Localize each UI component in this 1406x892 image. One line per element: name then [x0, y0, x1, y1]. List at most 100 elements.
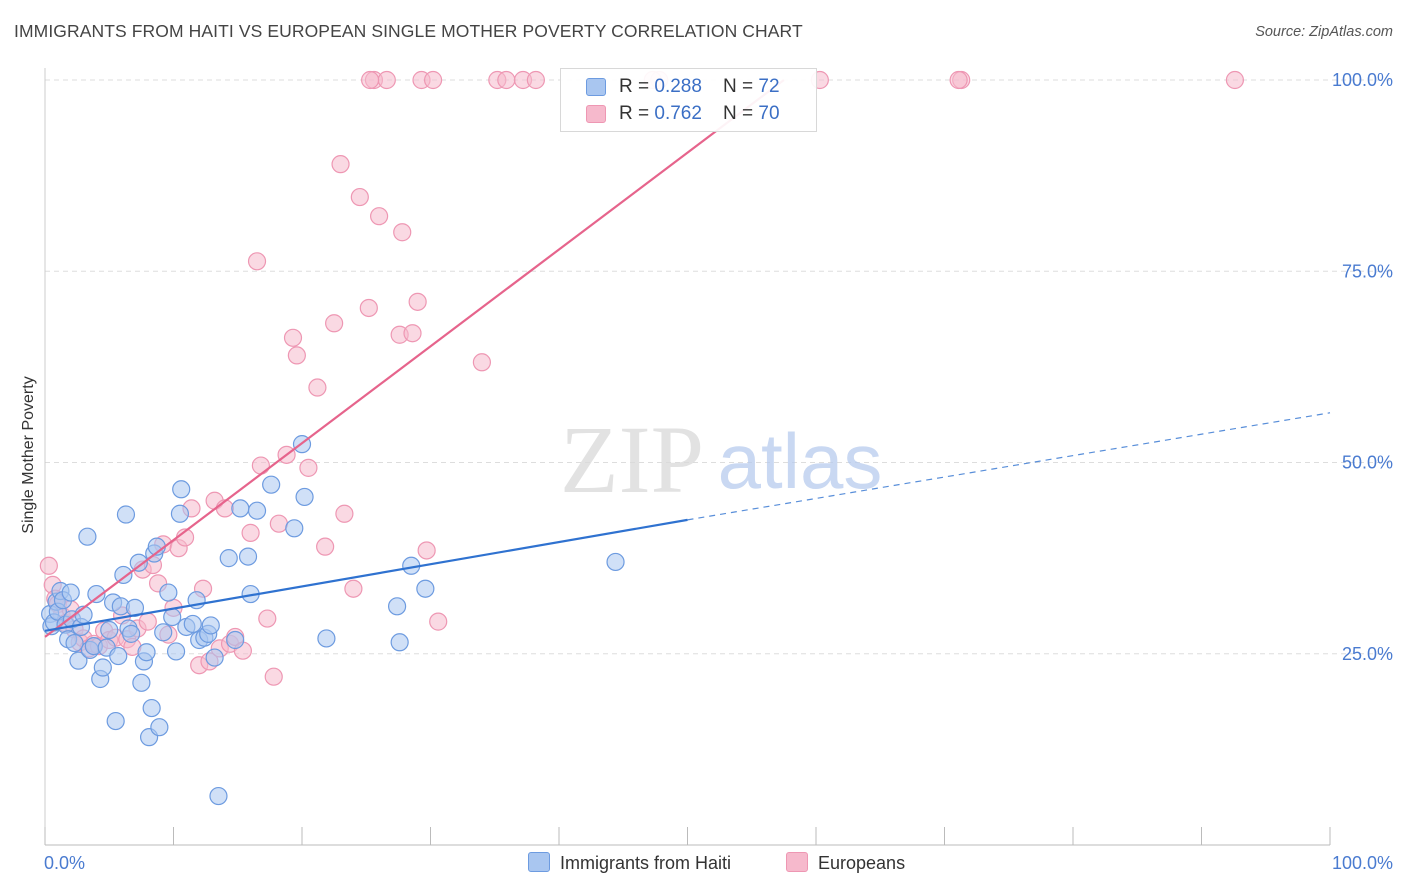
haiti-point [116, 505, 136, 524]
trend-lines [44, 79, 1331, 638]
r-value-europeans: 0.762 [654, 103, 702, 124]
haiti-point [69, 651, 88, 670]
x-tick-label: 0.0% [44, 853, 85, 873]
n-value-haiti: 72 [758, 76, 780, 97]
europeans-point [251, 456, 270, 475]
haiti-point [172, 480, 191, 499]
legend-label-europeans: Europeans [818, 853, 906, 873]
series-europeans [39, 70, 1245, 686]
haiti-point [606, 552, 625, 572]
legend-swatch-blue [528, 852, 550, 872]
europeans-point [497, 70, 516, 90]
x-tick-label: 100.0% [1332, 853, 1393, 873]
europeans-point [344, 579, 363, 598]
europeans-point [949, 70, 968, 90]
europeans-point [308, 378, 327, 397]
haiti-point [129, 553, 148, 572]
haiti-point [201, 616, 220, 635]
haiti-point [154, 623, 173, 642]
haiti-point [87, 584, 106, 604]
legend-series: Immigrants from Haiti Europeans [0, 852, 1406, 876]
haiti-point [100, 620, 119, 640]
haiti-point [150, 718, 169, 737]
haiti-point [78, 527, 97, 546]
haiti-point [238, 547, 258, 566]
watermark-atlas: atlas [718, 417, 883, 505]
europeans-point [526, 70, 545, 90]
haiti-point [170, 504, 190, 523]
haiti-point [226, 630, 245, 650]
europeans-point [316, 537, 335, 556]
europeans-point [138, 612, 157, 631]
europeans-point [370, 207, 389, 226]
europeans-point [1225, 70, 1245, 90]
haiti-point [285, 519, 304, 538]
haiti-point [205, 648, 224, 667]
europeans-point [350, 187, 369, 207]
y-tick-label: 75.0% [1342, 261, 1393, 281]
europeans-point [247, 252, 267, 271]
watermark-zip: ZIP [560, 406, 704, 513]
legend-swatch-blue [586, 78, 606, 96]
haiti-point [183, 614, 202, 634]
legend-swatch-pink [586, 105, 606, 123]
haiti-point [247, 501, 267, 520]
europeans-point [359, 298, 378, 318]
europeans-point [39, 556, 58, 575]
europeans-point [361, 70, 380, 90]
haiti-point [317, 629, 336, 648]
grid-lines [45, 79, 1390, 655]
haiti-point [93, 658, 112, 677]
europeans-point [287, 346, 306, 365]
trend-line-europeans [44, 79, 785, 638]
y-tick-label: 100.0% [1332, 70, 1393, 90]
y-tick-label: 50.0% [1342, 453, 1393, 473]
haiti-point [390, 633, 409, 652]
tick-labels: 25.0% 50.0% 75.0% 100.0% 0.0% 100.0% [44, 70, 1393, 873]
europeans-point [335, 504, 354, 523]
haiti-point [163, 607, 182, 627]
haiti-point [295, 487, 314, 507]
haiti-point [106, 711, 125, 731]
haiti-point [109, 646, 128, 666]
europeans-point [269, 514, 288, 533]
europeans-point [423, 70, 443, 90]
haiti-point [262, 475, 281, 494]
europeans-point [241, 523, 260, 542]
europeans-point [472, 353, 491, 372]
trend-line-haiti [44, 518, 688, 632]
watermark: ZIP atlas [560, 406, 882, 513]
europeans-point [258, 609, 277, 628]
legend-item-haiti[interactable]: Immigrants from Haiti [528, 852, 731, 874]
haiti-point [142, 698, 161, 718]
europeans-point [299, 458, 318, 477]
series-immigrants-from-haiti [41, 435, 625, 806]
y-axis-label: Single Mother Poverty [20, 376, 37, 534]
europeans-point [393, 223, 412, 242]
r-value-haiti: 0.288 [654, 76, 702, 97]
europeans-point [377, 70, 396, 90]
haiti-point [231, 499, 250, 518]
y-tick-label: 25.0% [1342, 644, 1393, 664]
europeans-point [325, 314, 344, 333]
n-value-europeans: 70 [758, 103, 780, 124]
haiti-point [387, 597, 407, 616]
haiti-point [159, 583, 178, 602]
legend-stats: R = 0.288 N = 72 R = 0.762 N = 70 [560, 68, 817, 132]
haiti-point [121, 624, 141, 643]
europeans-point [403, 324, 422, 343]
chart-source: Source: ZipAtlas.com [1255, 24, 1393, 40]
axes [44, 68, 1331, 846]
legend-item-europeans[interactable]: Europeans [786, 852, 905, 874]
haiti-point [166, 642, 186, 661]
legend-swatch-pink [786, 852, 808, 872]
europeans-point [331, 155, 350, 174]
europeans-point [429, 612, 448, 631]
chart-title: IMMIGRANTS FROM HAITI VS EUROPEAN SINGLE… [14, 21, 803, 41]
haiti-point [137, 643, 156, 662]
trend-line-haiti-extension [687, 412, 1331, 521]
haiti-point [219, 549, 238, 568]
haiti-point [416, 579, 435, 598]
europeans-point [264, 667, 283, 686]
